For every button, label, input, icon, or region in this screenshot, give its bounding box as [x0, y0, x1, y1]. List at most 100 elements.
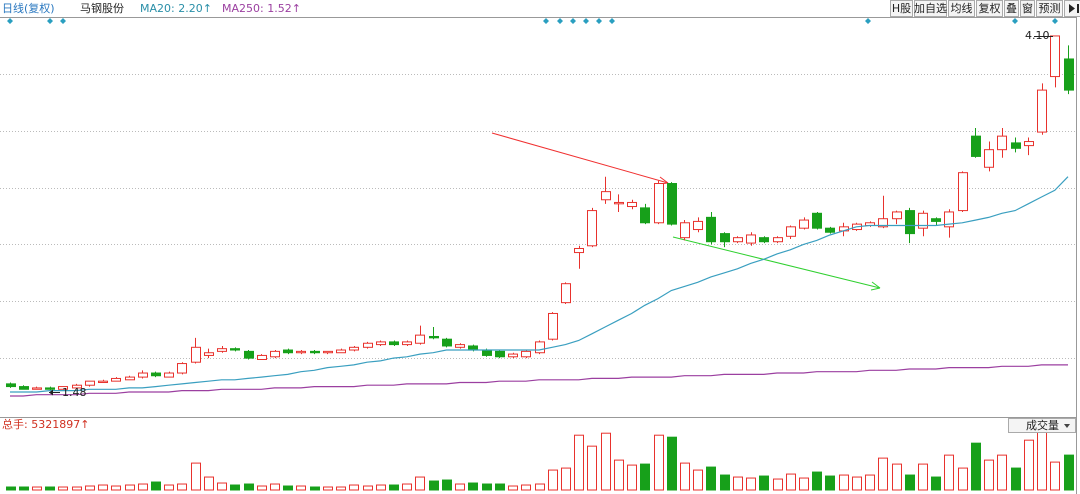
candle-body	[746, 234, 756, 244]
toolbar-button-label[interactable]: 加自选	[914, 2, 947, 15]
volume-bar	[363, 485, 373, 491]
volume-bar	[244, 483, 254, 491]
volume-bar	[72, 486, 82, 491]
green-arrow-head	[870, 281, 881, 291]
candle-body	[997, 135, 1007, 151]
toolbar-button[interactable]	[1020, 0, 1035, 17]
trend-arrows	[491, 132, 881, 291]
candle-body	[706, 216, 716, 243]
volume-bar	[984, 459, 994, 491]
toolbar-icon	[1069, 4, 1079, 13]
volume-bar	[958, 467, 968, 491]
min-pointer-head	[49, 389, 53, 396]
volume-bar	[614, 459, 624, 491]
toolbar-button-label[interactable]: 叠	[1006, 2, 1017, 15]
volume-bar	[746, 477, 756, 491]
candle-body	[587, 210, 597, 247]
volume-bar	[230, 484, 240, 491]
volume-bar	[799, 477, 809, 491]
candle-body	[971, 135, 981, 157]
candle-body	[125, 376, 135, 381]
volume-bar	[773, 478, 783, 491]
volume-bar	[574, 434, 584, 491]
volume-bar	[508, 485, 518, 491]
volume-bar	[111, 485, 121, 491]
volume-bar	[759, 475, 769, 491]
volume-bar	[640, 463, 650, 491]
volume-bar	[455, 483, 465, 491]
candle-body	[720, 233, 730, 243]
volume-bar	[323, 486, 333, 491]
volume-bar	[296, 485, 306, 491]
volume-bar	[376, 484, 386, 491]
candle-body	[984, 149, 994, 168]
volume-bar	[1011, 467, 1021, 491]
volume-bar	[85, 485, 95, 491]
volume-button-label[interactable]: 成交量	[1026, 418, 1059, 432]
volume-bar	[310, 486, 320, 491]
candle-body	[958, 172, 968, 212]
volume-bar	[1064, 454, 1074, 491]
toolbar-button-label[interactable]: H股	[892, 2, 911, 15]
volume-bar	[720, 474, 730, 491]
volume-bar	[336, 486, 346, 491]
volume-bar	[521, 484, 531, 491]
volume-bar	[19, 486, 29, 491]
toolbar-button[interactable]	[1036, 0, 1063, 17]
candle-body	[455, 344, 465, 348]
toolbar-button-label[interactable]: 窗	[1022, 1, 1033, 15]
candle-body	[1011, 142, 1021, 149]
volume-bar	[865, 474, 875, 491]
volume-bar	[151, 481, 161, 491]
volume-button[interactable]	[1008, 418, 1076, 433]
toolbar-button[interactable]	[914, 0, 947, 17]
candle-body	[773, 237, 783, 243]
volume-bar	[1024, 439, 1034, 491]
volume-bars	[6, 431, 1074, 491]
volume-bar	[164, 484, 174, 491]
candle-body	[1050, 35, 1060, 78]
volume-bar	[786, 473, 796, 491]
volume-bar	[415, 476, 425, 491]
ma250-label: MA250: 1.52↑	[222, 2, 301, 15]
candle-body	[1037, 89, 1047, 133]
candle-body	[799, 219, 809, 229]
volume-bar	[495, 483, 505, 491]
candle-body	[508, 353, 518, 358]
volume-bar	[58, 486, 68, 491]
candle-body	[1064, 58, 1074, 91]
toolbar-button-label[interactable]: 均线	[951, 1, 973, 15]
candle-body	[429, 335, 439, 339]
volume-bar	[283, 485, 293, 491]
candle-body	[680, 222, 690, 239]
volume-bar	[918, 463, 928, 491]
candle-body	[825, 227, 835, 233]
toolbar-button-label[interactable]: 复权	[979, 1, 1001, 15]
moving-average-line	[10, 176, 1069, 393]
toolbar-button-label[interactable]: 预测	[1039, 2, 1061, 15]
candle-body	[177, 363, 187, 374]
candle-body	[323, 350, 333, 354]
candle-body	[402, 341, 412, 346]
volume-bar	[892, 463, 902, 491]
toolbar-button[interactable]	[890, 0, 913, 17]
grid	[0, 74, 1076, 359]
candle-body	[601, 191, 611, 201]
candle-body	[72, 384, 82, 389]
toolbar-button[interactable]	[948, 0, 975, 17]
volume-bar	[429, 480, 439, 491]
toolbar-button[interactable]	[1004, 0, 1019, 17]
volume-bar	[839, 474, 849, 491]
volume-bar	[349, 484, 359, 491]
toolbar-button[interactable]	[976, 0, 1003, 17]
volume-bar	[931, 476, 941, 491]
volume-bar	[548, 469, 558, 491]
candle-body	[535, 341, 545, 354]
volume-bar	[257, 485, 267, 491]
volume-bar	[32, 486, 42, 491]
candle-body	[217, 348, 227, 352]
candle-body	[733, 237, 743, 243]
candle-body	[138, 372, 148, 378]
candle-body	[944, 211, 954, 228]
